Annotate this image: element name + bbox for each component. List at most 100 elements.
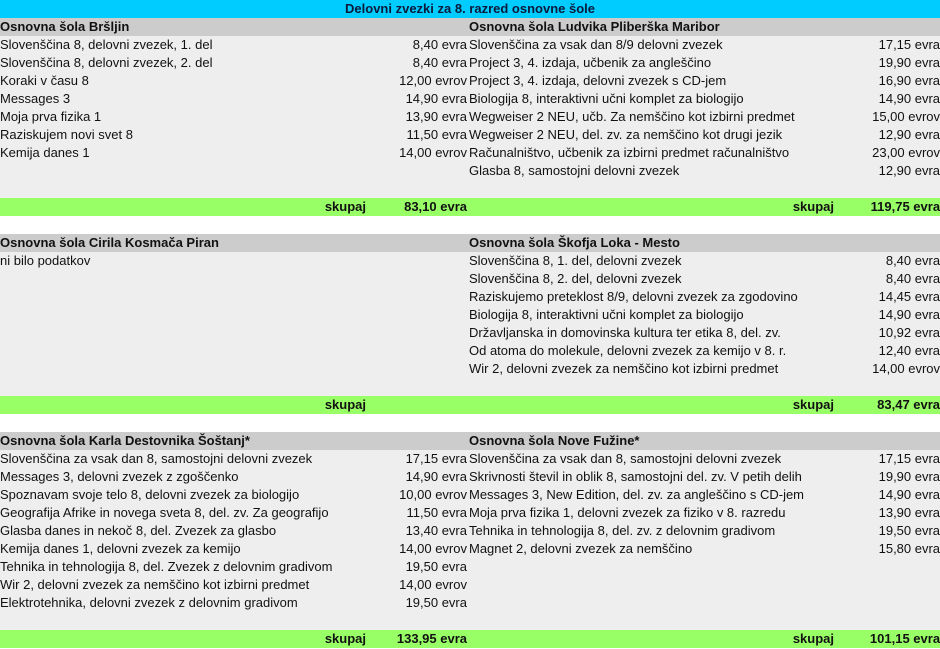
item-name[interactable] bbox=[0, 270, 380, 288]
item-price[interactable]: 14,00 evrov bbox=[380, 540, 467, 558]
item-name[interactable] bbox=[0, 612, 380, 630]
item-name[interactable]: Biologija 8, interaktivni učni komplet z… bbox=[467, 90, 848, 108]
item-price[interactable] bbox=[848, 558, 940, 576]
item-price[interactable]: 14,00 evrov bbox=[848, 360, 940, 378]
item-name[interactable]: Računalništvo, učbenik za izbirni predme… bbox=[467, 144, 848, 162]
item-price[interactable]: 13,90 evra bbox=[380, 108, 467, 126]
school-name[interactable]: Osnovna šola Škofja Loka - Mesto bbox=[467, 234, 940, 252]
school-name[interactable]: Osnovna šola Ludvika Pliberška Maribor bbox=[467, 18, 940, 36]
item-price[interactable] bbox=[848, 594, 940, 612]
item-price[interactable]: 12,00 evrov bbox=[380, 72, 467, 90]
item-name[interactable] bbox=[467, 594, 848, 612]
item-price[interactable]: 14,90 evra bbox=[848, 90, 940, 108]
item-name[interactable]: Kemija danes 1 bbox=[0, 144, 380, 162]
item-price[interactable]: 14,90 evra bbox=[848, 486, 940, 504]
item-name[interactable]: Od atoma do molekule, delovni zvezek za … bbox=[467, 342, 848, 360]
item-name[interactable] bbox=[467, 558, 848, 576]
item-price[interactable]: 17,15 evra bbox=[380, 450, 467, 468]
total-value[interactable]: 101,15 evra bbox=[848, 630, 940, 648]
item-name[interactable] bbox=[0, 288, 380, 306]
item-name[interactable]: Glasba 8, samostojni delovni zvezek bbox=[467, 162, 848, 180]
school-name[interactable]: Osnovna šola Bršljin bbox=[0, 18, 467, 36]
item-price[interactable]: 12,40 evra bbox=[848, 342, 940, 360]
item-price[interactable] bbox=[380, 306, 467, 324]
item-name[interactable] bbox=[0, 378, 380, 396]
item-name[interactable] bbox=[0, 306, 380, 324]
item-price[interactable]: 19,50 evra bbox=[848, 522, 940, 540]
item-price[interactable] bbox=[380, 288, 467, 306]
item-name[interactable]: Raziskujem novi svet 8 bbox=[0, 126, 380, 144]
item-price[interactable] bbox=[380, 342, 467, 360]
item-name[interactable]: Moja prva fizika 1, delovni zvezek za fi… bbox=[467, 504, 848, 522]
item-name[interactable]: Koraki v času 8 bbox=[0, 72, 380, 90]
item-name[interactable] bbox=[467, 612, 848, 630]
empty-cell[interactable] bbox=[0, 414, 940, 432]
item-name[interactable]: Biologija 8, interaktivni učni komplet z… bbox=[467, 306, 848, 324]
item-name[interactable] bbox=[467, 378, 848, 396]
item-price[interactable]: 11,50 evra bbox=[380, 126, 467, 144]
item-name[interactable]: Slovenščina 8, 1. del, delovni zvezek bbox=[467, 252, 848, 270]
school-name[interactable]: Osnovna šola Cirila Kosmača Piran bbox=[0, 234, 467, 252]
item-price[interactable] bbox=[848, 576, 940, 594]
item-price[interactable]: 14,00 evrov bbox=[380, 144, 467, 162]
item-name[interactable]: Wegweiser 2 NEU, del. zv. za nemščino ko… bbox=[467, 126, 848, 144]
item-price[interactable]: 14,00 evrov bbox=[380, 576, 467, 594]
item-price[interactable]: 15,80 evra bbox=[848, 540, 940, 558]
item-price[interactable] bbox=[380, 324, 467, 342]
item-name[interactable]: Skrivnosti števil in oblik 8, samostojni… bbox=[467, 468, 848, 486]
item-price[interactable] bbox=[848, 180, 940, 198]
item-price[interactable]: 19,90 evra bbox=[848, 54, 940, 72]
item-price[interactable]: 10,92 evra bbox=[848, 324, 940, 342]
item-name[interactable]: Glasba danes in nekoč 8, del. Zvezek za … bbox=[0, 522, 380, 540]
item-name[interactable]: Messages 3 bbox=[0, 90, 380, 108]
total-value[interactable]: 119,75 evra bbox=[848, 198, 940, 216]
item-price[interactable]: 17,15 evra bbox=[848, 36, 940, 54]
item-name[interactable]: Project 3, 4. izdaja, delovni zvezek s C… bbox=[467, 72, 848, 90]
item-name[interactable]: Raziskujemo preteklost 8/9, delovni zvez… bbox=[467, 288, 848, 306]
item-price[interactable]: 23,00 evrov bbox=[848, 144, 940, 162]
total-label[interactable]: skupaj bbox=[467, 396, 848, 414]
total-value[interactable]: 133,95 evra bbox=[380, 630, 467, 648]
item-name[interactable] bbox=[0, 180, 380, 198]
item-price[interactable]: 14,90 evra bbox=[380, 468, 467, 486]
item-name[interactable]: Kemija danes 1, delovni zvezek za kemijo bbox=[0, 540, 380, 558]
item-price[interactable]: 8,40 evra bbox=[848, 252, 940, 270]
item-name[interactable]: Slovenščina 8, delovni zvezek, 1. del bbox=[0, 36, 380, 54]
total-value[interactable]: 83,10 evra bbox=[380, 198, 467, 216]
item-price[interactable]: 14,45 evra bbox=[848, 288, 940, 306]
item-name[interactable] bbox=[0, 342, 380, 360]
item-price[interactable] bbox=[380, 252, 467, 270]
item-name[interactable]: Elektrotehnika, delovni zvezek z delovni… bbox=[0, 594, 380, 612]
item-price[interactable]: 8,40 evra bbox=[380, 36, 467, 54]
item-name[interactable]: Državljanska in domovinska kultura ter e… bbox=[467, 324, 848, 342]
item-price[interactable] bbox=[848, 378, 940, 396]
item-price[interactable]: 11,50 evra bbox=[380, 504, 467, 522]
item-price[interactable] bbox=[380, 270, 467, 288]
item-name[interactable] bbox=[467, 576, 848, 594]
item-price[interactable]: 10,00 evrov bbox=[380, 486, 467, 504]
total-label[interactable]: skupaj bbox=[0, 198, 380, 216]
item-price[interactable]: 19,90 evra bbox=[848, 468, 940, 486]
item-price[interactable]: 19,50 evra bbox=[380, 594, 467, 612]
item-price[interactable]: 14,90 evra bbox=[380, 90, 467, 108]
item-price[interactable]: 16,90 evra bbox=[848, 72, 940, 90]
item-price[interactable] bbox=[380, 180, 467, 198]
item-price[interactable]: 13,40 evra bbox=[380, 522, 467, 540]
item-price[interactable]: 13,90 evra bbox=[848, 504, 940, 522]
item-name[interactable]: Wir 2, delovni zvezek za nemščino kot iz… bbox=[0, 576, 380, 594]
item-name[interactable]: Slovenščina za vsak dan 8/9 delovni zvez… bbox=[467, 36, 848, 54]
total-label[interactable]: skupaj bbox=[0, 630, 380, 648]
school-name[interactable]: Osnovna šola Nove Fužine* bbox=[467, 432, 940, 450]
item-name[interactable]: Geografija Afrike in novega sveta 8, del… bbox=[0, 504, 380, 522]
item-price[interactable]: 14,90 evra bbox=[848, 306, 940, 324]
item-name[interactable]: Spoznavam svoje telo 8, delovni zvezek z… bbox=[0, 486, 380, 504]
item-price[interactable]: 8,40 evra bbox=[380, 54, 467, 72]
item-name[interactable]: ni bilo podatkov bbox=[0, 252, 380, 270]
item-name[interactable]: Tehnika in tehnologija 8, del. Zvezek z … bbox=[0, 558, 380, 576]
item-price[interactable] bbox=[380, 612, 467, 630]
item-name[interactable]: Slovenščina 8, 2. del, delovni zvezek bbox=[467, 270, 848, 288]
item-name[interactable] bbox=[0, 360, 380, 378]
total-label[interactable]: skupaj bbox=[467, 630, 848, 648]
item-name[interactable]: Magnet 2, delovni zvezek za nemščino bbox=[467, 540, 848, 558]
item-price[interactable]: 15,00 evrov bbox=[848, 108, 940, 126]
